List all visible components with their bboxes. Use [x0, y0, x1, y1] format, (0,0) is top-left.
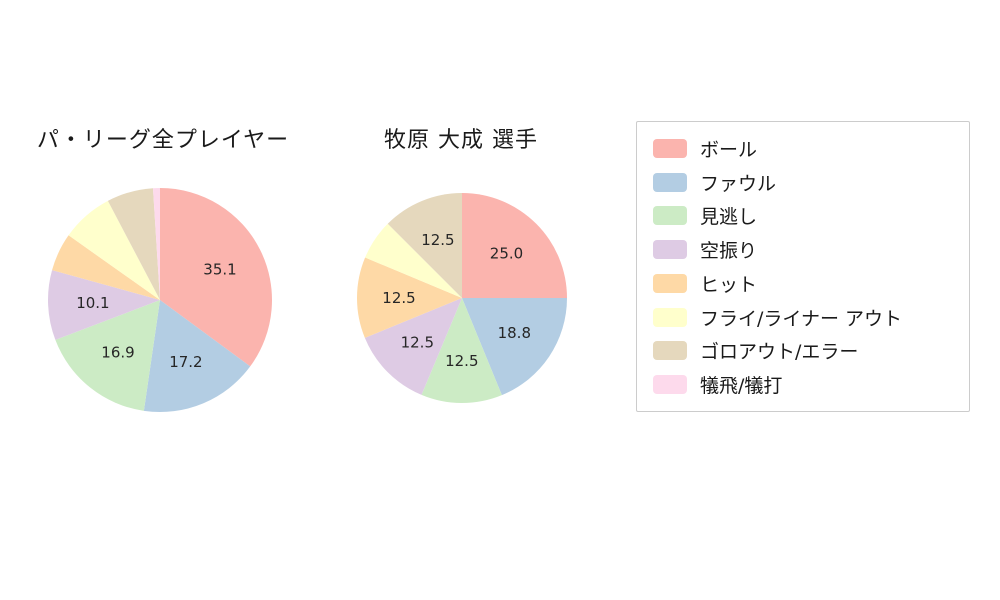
pie-value-label: 18.8: [498, 324, 531, 342]
pie-slice-2: [55, 300, 160, 411]
pie-value-label: 10.1: [76, 294, 109, 312]
legend-item-7: 犠飛/犠打: [653, 371, 969, 398]
legend-label: ゴロアウト/エラー: [700, 341, 859, 364]
pie-title-right: 牧原 大成 選手: [384, 128, 538, 153]
pie-slice-6: [387, 193, 462, 298]
pie-slice-1: [462, 298, 567, 396]
legend-item-0: ボール: [653, 135, 969, 162]
pie-slice-3: [48, 270, 160, 340]
pie-slice-0: [160, 188, 272, 367]
pie-slice-5: [365, 223, 462, 298]
pie-value-label: 17.2: [169, 353, 202, 371]
legend-swatch: [653, 307, 687, 327]
legend-label: ボール: [700, 138, 758, 161]
pie-slice-6: [107, 188, 160, 300]
pie-slice-4: [357, 257, 462, 338]
legend-label: 犠飛/犠打: [700, 375, 783, 398]
legend-label: ヒット: [700, 273, 758, 296]
legend-item-6: ゴロアウト/エラー: [653, 337, 969, 364]
legend-item-1: ファウル: [653, 169, 969, 196]
legend-label: 空振り: [700, 240, 758, 263]
legend-label: 見逃し: [700, 206, 758, 229]
pie-value-label: 16.9: [101, 343, 134, 361]
legend-swatch: [653, 138, 687, 158]
legend-swatch: [653, 341, 687, 361]
pie-chart-left: 35.1 17.2 16.9 10.1: [48, 188, 272, 412]
pie-slice-3: [364, 298, 462, 395]
pie-value-label: 12.5: [421, 231, 454, 249]
legend-item-4: ヒット: [653, 270, 969, 297]
pie-slice-1: [143, 300, 251, 412]
pie-slice-4: [52, 235, 161, 300]
pie-title-left: パ・リーグ全プレイヤー: [36, 128, 290, 153]
pie-slice-7: [152, 188, 160, 300]
legend-item-5: フライ/ライナー アウト: [653, 304, 969, 331]
legend-swatch: [653, 273, 687, 293]
pie-value-label: 25.0: [490, 245, 523, 263]
legend-label: フライ/ライナー アウト: [700, 307, 903, 330]
legend-label: ファウル: [700, 172, 777, 195]
legend-item-3: 空振り: [653, 236, 969, 263]
legend: ボールファウル見逃し空振りヒットフライ/ライナー アウト ゴロアウト/エラー 犠飛/…: [636, 121, 970, 412]
pie-chart-right: 25.0 18.8 12.5 12.5 12.5 12.5: [357, 193, 567, 403]
pie-slice-2: [421, 298, 502, 403]
pie-value-label: 12.5: [382, 289, 415, 307]
pie-value-label: 12.5: [401, 333, 434, 351]
pie-slice-0: [462, 193, 567, 298]
legend-swatch: [653, 240, 687, 260]
legend-swatch: [653, 375, 687, 395]
legend-swatch: [653, 172, 687, 192]
pie-value-label: 35.1: [203, 261, 236, 279]
legend-item-2: 見逃し: [653, 202, 969, 229]
pie-value-label: 12.5: [445, 352, 478, 370]
pie-slice-5: [68, 200, 160, 300]
legend-swatch: [653, 206, 687, 226]
